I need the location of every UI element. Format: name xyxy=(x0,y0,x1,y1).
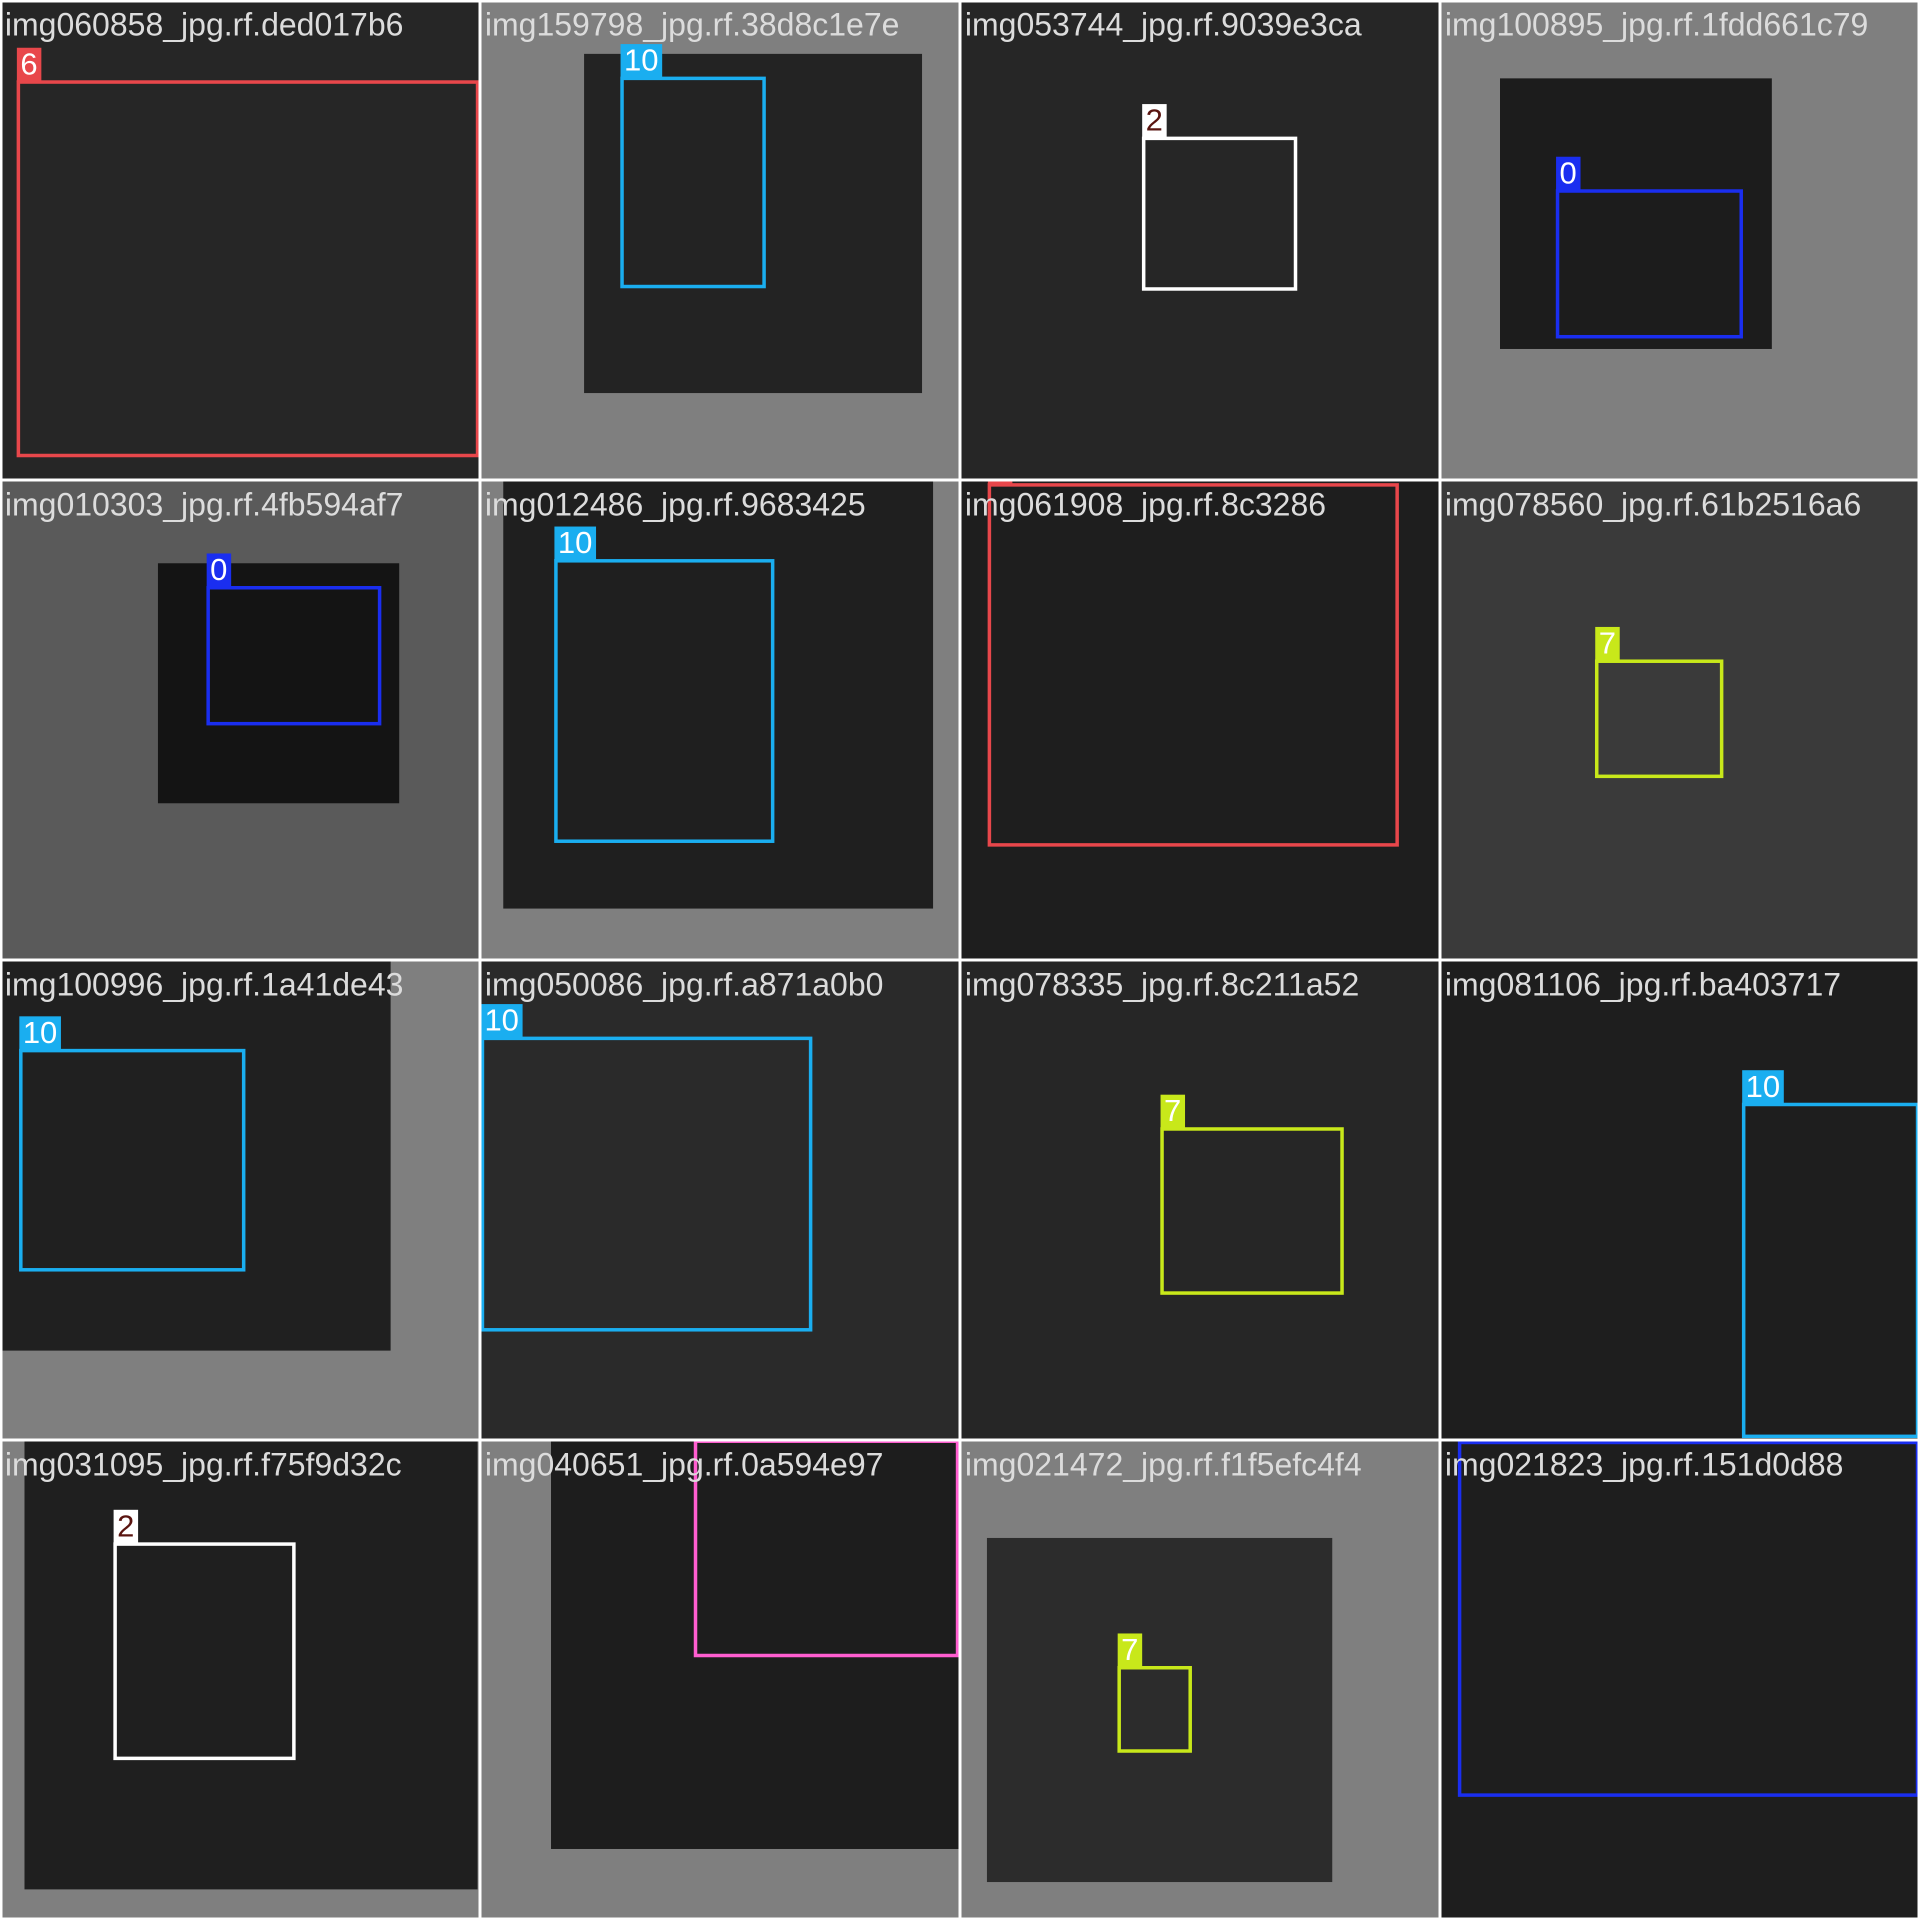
class-tag: 7 xyxy=(1599,625,1616,660)
class-tag: 7 xyxy=(1121,1632,1138,1667)
class-tag: 2 xyxy=(1146,103,1163,138)
bounding-box xyxy=(620,76,766,289)
tile: 6img061908_jpg.rf.8c3286 xyxy=(960,449,1440,960)
class-tag-background xyxy=(16,47,42,83)
tile: 10 img081106_jpg.rf.ba403717 xyxy=(1440,960,1920,1440)
tile: 0img021823_jpg.rf.151d0d88 xyxy=(1440,1440,1920,1920)
filename: img021472_jpg.rf.f1f5efc4f4 xyxy=(965,1446,1362,1482)
class-tag-background xyxy=(1117,1633,1143,1668)
bounding-box xyxy=(480,1036,813,1332)
tile: 7 img078335_jpg.rf.8c211a52 xyxy=(960,960,1440,1440)
class-tag-background xyxy=(206,553,232,588)
class-tag: 10 xyxy=(23,1015,57,1050)
tile-background xyxy=(960,960,1440,1440)
tile-background xyxy=(0,0,480,480)
bounding-box xyxy=(1160,1127,1344,1295)
filename: img078560_jpg.rf.61b2516a6 xyxy=(1445,486,1861,522)
tile-background xyxy=(480,960,960,1440)
bounding-box xyxy=(1555,189,1743,339)
filename: img040651_jpg.rf.0a594e97 xyxy=(485,1446,884,1482)
tile-background xyxy=(960,0,1440,480)
filename: img159798_jpg.rf.38d8c1e7e xyxy=(485,6,900,42)
filename: img021823_jpg.rf.151d0d88 xyxy=(1445,1446,1844,1482)
tile: 5img040651_jpg.rf.0a594e97 xyxy=(480,1440,960,1920)
bounding-box xyxy=(16,80,480,458)
filename: img012486_jpg.rf.9683425 xyxy=(485,486,866,522)
class-tag: 6 xyxy=(20,46,37,81)
class-tag-background xyxy=(987,480,1013,485)
filename: img078335_jpg.rf.8c211a52 xyxy=(965,966,1359,1002)
class-tag-background xyxy=(554,526,597,561)
class-tag-background xyxy=(1556,156,1581,192)
class-tag: 10 xyxy=(624,43,658,78)
tile-background xyxy=(1440,960,1920,1440)
filename: img061908_jpg.rf.8c3286 xyxy=(965,486,1326,522)
tile-background xyxy=(960,480,1440,960)
class-tag-background xyxy=(1595,626,1620,662)
filename: img100895_jpg.rf.1fdd661c79 xyxy=(1445,6,1868,42)
filename: img050086_jpg.rf.a871a0b0 xyxy=(485,966,884,1002)
class-tag: 0 xyxy=(210,552,227,587)
tile: 2 img053744_jpg.rf.9039e3ca xyxy=(960,0,1440,480)
bounding-box xyxy=(113,1542,296,1761)
tile: 10 img100996_jpg.rf.1a41de43 xyxy=(0,960,480,1440)
class-tag-background xyxy=(620,44,663,79)
filename: img100996_jpg.rf.1a41de43 xyxy=(5,966,404,1002)
filename: img060858_jpg.rf.ded017b6 xyxy=(5,6,404,42)
bounding-box xyxy=(206,586,382,726)
class-tag: 2 xyxy=(117,1508,134,1543)
image-area xyxy=(584,53,923,394)
tile-background xyxy=(1440,480,1920,960)
tile: 7 img021472_jpg.rf.f1f5efc4f4 xyxy=(960,1440,1440,1920)
filename: img081106_jpg.rf.ba403717 xyxy=(1445,966,1841,1002)
filename: img031095_jpg.rf.f75f9d32c xyxy=(5,1446,402,1482)
tile: 6 img060858_jpg.rf.ded017b6 xyxy=(0,0,480,480)
tile: 7 img078560_jpg.rf.61b2516a6 xyxy=(1440,480,1920,960)
class-tag: 6 xyxy=(991,449,1008,484)
image-area xyxy=(24,1441,478,1890)
filename: img010303_jpg.rf.4fb594af7 xyxy=(5,486,404,522)
tile-background xyxy=(1440,1440,1920,1920)
tile: 2 img031095_jpg.rf.f75f9d32c xyxy=(0,1440,480,1920)
class-tag-background xyxy=(1142,104,1167,139)
class-tag-background xyxy=(113,1509,139,1545)
image-area xyxy=(551,1441,959,1849)
tile: 0 img010303_jpg.rf.4fb594af7 xyxy=(0,480,480,960)
bounding-box xyxy=(19,1048,246,1272)
bounding-box xyxy=(1117,1666,1192,1753)
bounding-box xyxy=(554,559,775,843)
class-tag-background xyxy=(1742,1070,1784,1105)
class-tag: 7 xyxy=(1164,1093,1181,1128)
filename: img053744_jpg.rf.9039e3ca xyxy=(965,6,1362,42)
image-area xyxy=(157,563,400,804)
class-tag-background xyxy=(1160,1094,1186,1129)
class-tag: 0 xyxy=(1560,155,1577,190)
bounding-box xyxy=(1594,659,1724,779)
tile: 0 img100895_jpg.rf.1fdd661c79 xyxy=(1440,0,1920,480)
class-tag-background xyxy=(19,1016,61,1051)
class-tag: 10 xyxy=(558,525,592,560)
image-area xyxy=(986,1537,1333,1883)
image-area xyxy=(0,960,391,1351)
bounding-box xyxy=(987,483,1399,847)
class-tag: 10 xyxy=(484,1003,518,1038)
bounding-box xyxy=(1141,136,1298,291)
class-tag-background xyxy=(480,1004,523,1039)
class-tag: 10 xyxy=(1746,1069,1780,1104)
image-area xyxy=(1500,78,1772,349)
